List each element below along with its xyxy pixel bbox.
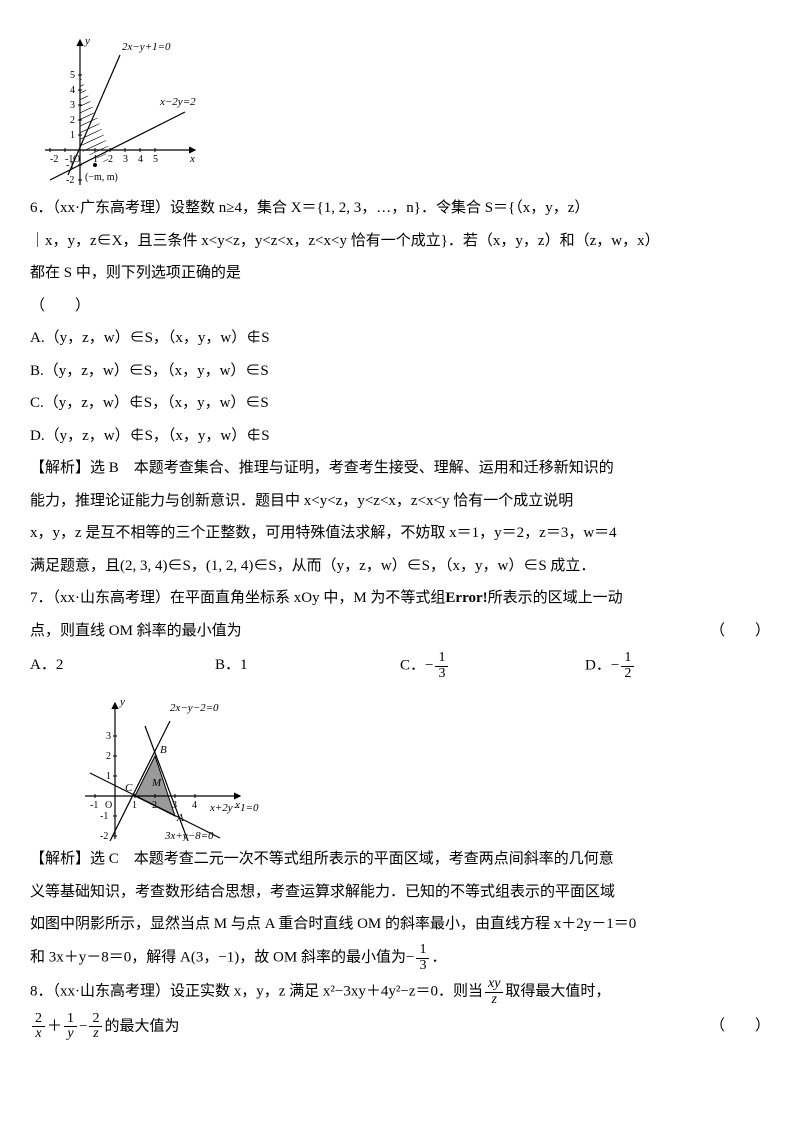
q8-stem-1: 8．（xx·山东高考理）设正实数 x，y，z 满足 x²−3xy＋4y²−z＝0… (30, 977, 770, 1007)
q6-optD: D.（y，z，w）∉S，（x，y，w）∉S (30, 422, 770, 451)
figure-q5-region: -2 -1 1 2 3 4 5 O 1 2 3 4 5 -1 -2 (30, 30, 770, 190)
q6-sol-3: x，y，z 是互不相等的三个正整数，可用特殊值法求解，不妨取 x＝1，y＝2，z… (30, 519, 770, 548)
svg-text:-2: -2 (66, 175, 74, 186)
figure-q7-region: -1 O 1 2 3 4 1 2 3 -1 -2 x y 2x−y−2=0 x+… (70, 691, 770, 841)
q6-stem-1: 6．（xx·广东高考理）设整数 n≥4，集合 X＝{1, 2, 3，…，n}．令… (30, 194, 770, 223)
svg-text:4: 4 (192, 800, 197, 811)
q7-optC: C．−13 (400, 651, 585, 681)
q8-stem-2: 2x＋1y−2z的最大值为 （ ） (30, 1012, 770, 1042)
q6-optA: A.（y，z，w）∈S，（x，y，w）∉S (30, 324, 770, 353)
svg-text:3: 3 (172, 800, 177, 811)
svg-text:3: 3 (70, 100, 75, 111)
q6-optC: C.（y，z，w）∉S，（x，y，w）∈S (30, 389, 770, 418)
svg-text:5: 5 (153, 154, 158, 165)
fig1-line2-label: x−2y=2 (159, 96, 196, 108)
q8-paren: （ ） (710, 1012, 770, 1041)
fig2-line-c: 3x+y−8=0 (164, 830, 214, 841)
q6-paren: （ ） (30, 292, 770, 321)
fig1-x-axis: x (189, 153, 195, 165)
fig2-ptB: B (160, 744, 167, 756)
fig2-ptC: C (125, 782, 133, 794)
q7-paren: （ ） (710, 617, 770, 646)
fig2-ptM: M (151, 777, 162, 789)
q7-sol-1: 【解析】选 C 本题考查二元一次不等式组所表示的平面区域，考查两点间斜率的几何意 (30, 845, 770, 874)
svg-text:-1: -1 (100, 811, 108, 822)
svg-text:1: 1 (132, 800, 137, 811)
svg-text:-1: -1 (90, 800, 98, 811)
svg-text:2: 2 (108, 154, 113, 165)
q7-optA: A．2 (30, 651, 215, 681)
svg-text:2: 2 (152, 800, 157, 811)
svg-text:1: 1 (70, 130, 75, 141)
svg-text:4: 4 (138, 154, 143, 165)
svg-text:3: 3 (123, 154, 128, 165)
svg-text:3: 3 (106, 731, 111, 742)
q7-stem-2: 点，则直线 OM 斜率的最小值为 （ ） (30, 617, 770, 646)
q6-sol-4: 满足题意，且(2, 3, 4)∈S，(1, 2, 4)∈S，从而（y，z，w）∈… (30, 552, 770, 581)
q7-sol-2: 义等基础知识，考查数形结合思想，考查运算求解能力．已知的不等式组表示的平面区域 (30, 878, 770, 907)
svg-text:2: 2 (106, 751, 111, 762)
svg-text:-2: -2 (100, 831, 108, 841)
q6-sol-1: 【解析】选 B 本题考查集合、推理与证明，考查考生接受、理解、运用和迁移新知识的 (30, 454, 770, 483)
svg-text:-2: -2 (50, 154, 58, 165)
q7-optB: B．1 (215, 651, 400, 681)
q7-sol-3: 如图中阴影所示，显然当点 M 与点 A 重合时直线 OM 的斜率最小，由直线方程… (30, 910, 770, 939)
fig1-line1-label: 2x−y+1=0 (122, 41, 171, 53)
svg-text:-1: -1 (66, 160, 74, 171)
q7-sol-4: 和 3x＋y－8＝0，解得 A(3，−1)，故 OM 斜率的最小值为−13． (30, 943, 770, 973)
fig1-y-axis: y (84, 35, 90, 47)
fig2-y-axis: y (119, 696, 125, 708)
svg-text:4: 4 (70, 85, 75, 96)
fig1-point-label: (−m, m) (85, 172, 118, 183)
svg-text:O: O (105, 800, 112, 811)
q6-stem-2: ｜x，y，z∈X，且三条件 x<y<z，y<z<x，z<x<y 恰有一个成立}．… (30, 227, 770, 256)
fig2-line-b: x+2y−1=0 (209, 802, 259, 814)
fig2-line-a: 2x−y−2=0 (170, 702, 219, 714)
q6-optB: B.（y，z，w）∈S，（x，y，w）∈S (30, 357, 770, 386)
svg-text:5: 5 (70, 70, 75, 81)
q6-stem-3: 都在 S 中，则下列选项正确的是 (30, 259, 770, 288)
svg-text:2: 2 (70, 115, 75, 126)
fig2-ptA: A (176, 812, 184, 824)
q7-options: A．2 B．1 C．−13 D．−12 (30, 651, 770, 681)
q6-sol-2: 能力，推理论证能力与创新意识．题目中 x<y<z，y<z<x，z<x<y 恰有一… (30, 487, 770, 516)
q7-optD: D．−12 (585, 651, 770, 681)
q7-stem-1: 7．（xx·山东高考理）在平面直角坐标系 xOy 中，M 为不等式组Error!… (30, 584, 770, 613)
svg-text:1: 1 (106, 771, 111, 782)
